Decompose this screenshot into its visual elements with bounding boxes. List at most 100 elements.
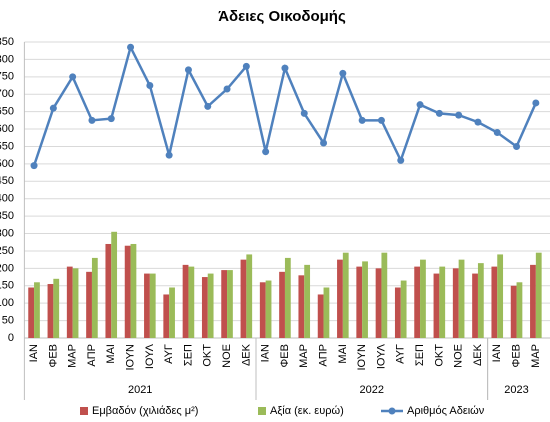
line-marker xyxy=(339,69,347,77)
bar xyxy=(91,257,98,338)
bar xyxy=(304,264,311,338)
bar xyxy=(535,252,542,338)
legend-label: Αριθμός Αδειών xyxy=(407,405,485,417)
y-tick-label: 300 xyxy=(0,227,14,239)
bar xyxy=(516,282,523,338)
bar xyxy=(47,284,54,338)
x-tick-label: ΙΟΥΝ xyxy=(124,344,136,371)
bar xyxy=(414,266,421,338)
group-label: 2021 xyxy=(128,384,152,396)
bar xyxy=(111,231,118,338)
line-marker xyxy=(69,73,77,81)
y-tick-label: 500 xyxy=(0,158,14,170)
y-tick-label: 150 xyxy=(0,280,14,292)
x-tick-label: ΙΑΝ xyxy=(28,344,40,362)
y-tick-label: 450 xyxy=(0,175,14,187)
bar xyxy=(259,282,266,338)
bar xyxy=(362,261,368,338)
bar xyxy=(530,264,536,338)
line-marker xyxy=(165,151,173,159)
x-tick-label: ΔΕΚ xyxy=(472,343,484,366)
bar xyxy=(323,287,330,338)
bar xyxy=(394,287,401,338)
bar xyxy=(337,259,343,338)
x-tick-label: ΑΠΡ xyxy=(317,344,329,367)
y-tick-label: 100 xyxy=(0,297,14,309)
line-marker xyxy=(513,142,521,150)
x-tick-label: ΑΥΓ xyxy=(163,344,175,364)
x-tick-label: ΑΥΓ xyxy=(395,344,407,364)
line-marker xyxy=(320,139,328,147)
line-marker xyxy=(242,62,250,70)
bar xyxy=(265,280,272,338)
line-marker xyxy=(281,64,289,72)
line-marker xyxy=(416,101,424,109)
bar xyxy=(72,268,79,338)
bar xyxy=(66,266,73,338)
bar xyxy=(491,266,498,338)
y-tick-label: 750 xyxy=(0,71,14,83)
x-tick-label: ΦΕΒ xyxy=(279,344,291,367)
x-tick-label: ΟΚΤ xyxy=(433,344,445,367)
chart-title: Άδειες Οικοδομής xyxy=(218,8,346,25)
line-marker xyxy=(127,43,135,51)
line-marker xyxy=(377,116,385,124)
y-tick-label: 250 xyxy=(0,245,14,257)
x-tick-label: ΣΕΠ xyxy=(182,344,194,366)
line-marker xyxy=(455,111,463,119)
x-tick-label: ΣΕΠ xyxy=(414,344,426,366)
bar xyxy=(477,263,484,338)
x-tick-label: ΙΑΝ xyxy=(260,344,272,362)
legend-label: Αξία (εκ. ευρώ) xyxy=(270,405,344,417)
bar xyxy=(317,294,324,338)
x-tick-label: ΟΚΤ xyxy=(202,344,214,367)
bar xyxy=(53,278,60,338)
bar xyxy=(86,271,92,338)
x-tick-label: ΦΕΒ xyxy=(510,344,522,367)
bar xyxy=(169,287,175,338)
line-marker xyxy=(146,82,154,90)
x-tick-label: ΝΟΕ xyxy=(221,344,233,368)
x-tick-label: ΝΟΕ xyxy=(453,344,465,368)
bar xyxy=(163,294,170,338)
line-marker xyxy=(107,115,115,123)
y-tick-label: 550 xyxy=(0,140,14,152)
bar xyxy=(149,273,156,338)
bar xyxy=(420,259,426,338)
bar xyxy=(227,270,233,338)
x-tick-label: ΜΑΙ xyxy=(105,344,117,364)
y-tick-label: 700 xyxy=(0,88,14,100)
line-marker xyxy=(204,102,212,110)
x-tick-label: ΜΑΡ xyxy=(530,344,542,368)
bar xyxy=(246,254,253,338)
line-marker xyxy=(397,156,405,164)
line-marker xyxy=(532,99,540,107)
bar xyxy=(279,271,285,338)
bar xyxy=(458,259,465,338)
bar xyxy=(28,287,35,338)
line-marker xyxy=(184,66,192,74)
bar xyxy=(375,268,382,338)
bar xyxy=(510,285,517,338)
y-tick-label: 350 xyxy=(0,210,14,222)
group-label: 2022 xyxy=(360,384,384,396)
bar xyxy=(400,280,407,338)
bar xyxy=(130,243,137,338)
bar xyxy=(144,273,150,338)
bar xyxy=(188,266,195,338)
bar xyxy=(497,254,504,338)
bar xyxy=(472,273,478,338)
line-marker xyxy=(88,116,96,124)
line-marker xyxy=(262,148,270,156)
x-tick-label: ΙΑΝ xyxy=(491,344,503,362)
bar xyxy=(207,273,214,338)
x-tick-label: ΔΕΚ xyxy=(240,343,252,366)
legend-swatch xyxy=(258,407,266,415)
y-tick-label: 850 xyxy=(0,36,14,48)
x-tick-label: ΙΟΥΛ xyxy=(144,343,156,369)
bar xyxy=(240,259,247,338)
bar xyxy=(433,273,440,338)
line-marker xyxy=(30,162,38,170)
line-marker xyxy=(49,104,57,112)
